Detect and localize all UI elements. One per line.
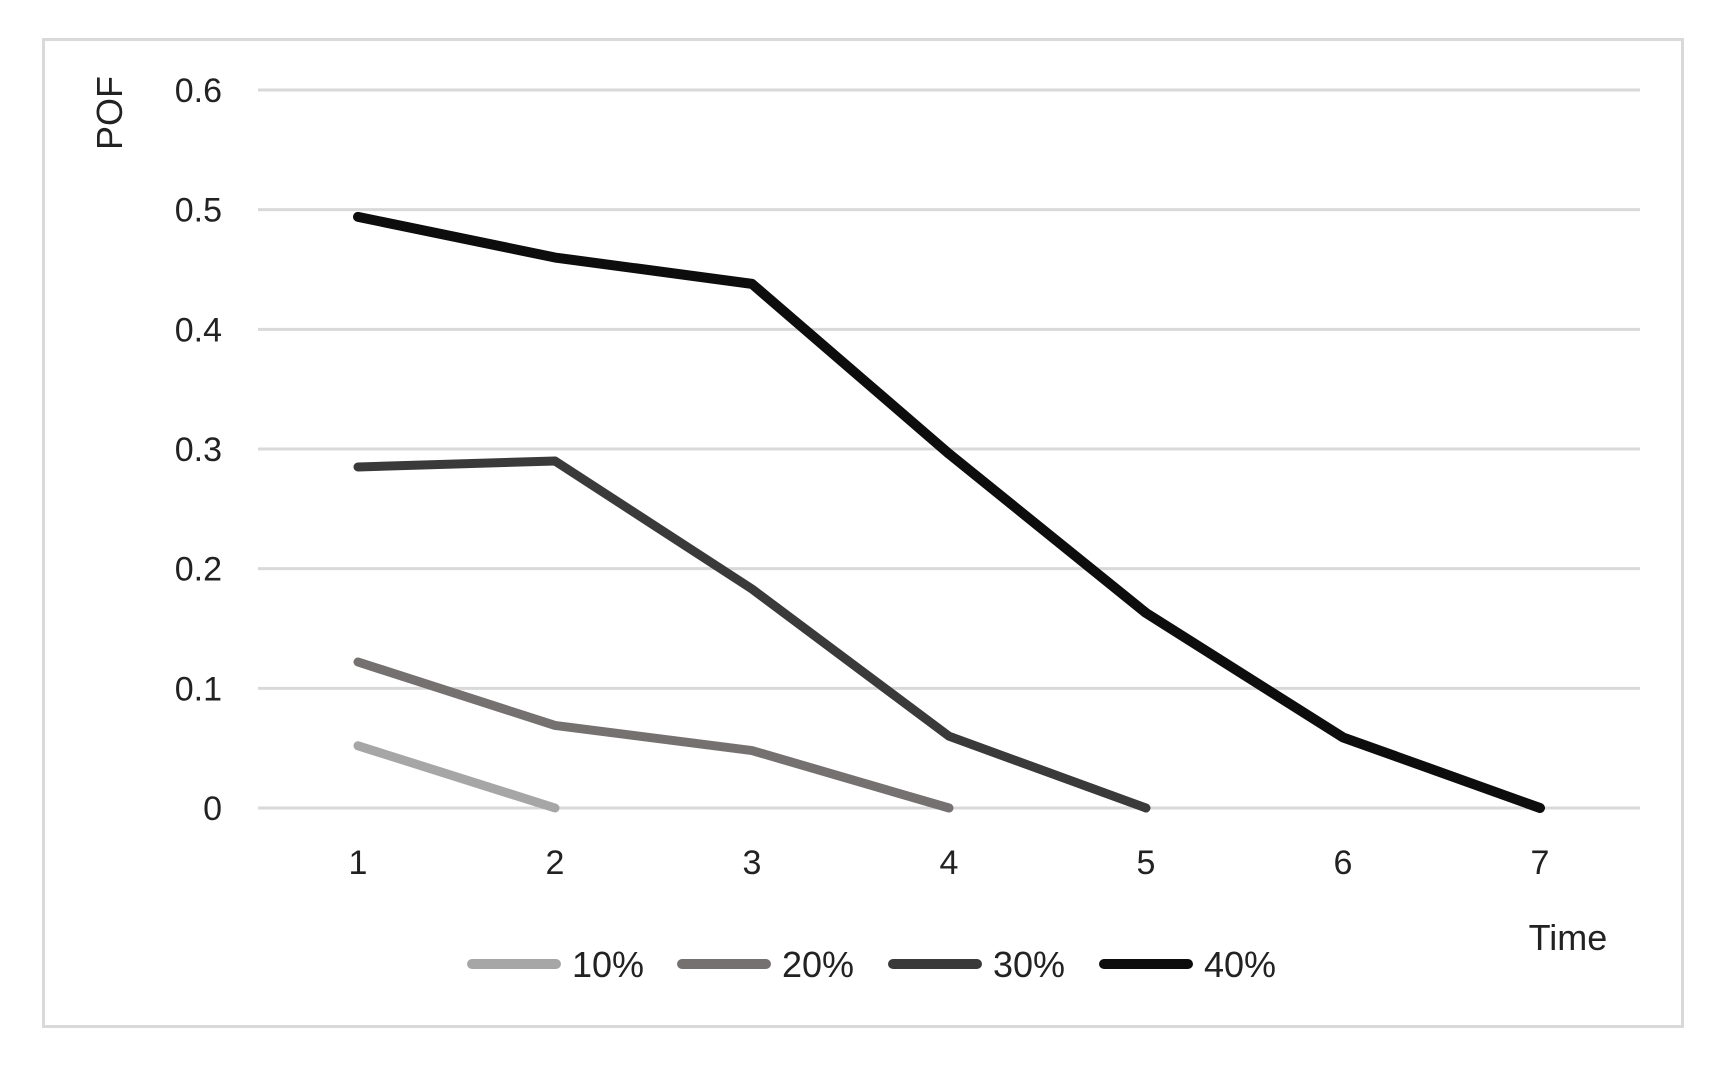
data-point — [948, 735, 950, 737]
x-tick-label: 1 — [349, 844, 368, 882]
y-tick-label: 0.2 — [175, 551, 222, 589]
data-point — [357, 466, 359, 468]
data-point — [751, 283, 753, 285]
x-tick-label: 6 — [1334, 844, 1353, 882]
data-point — [554, 724, 556, 726]
y-tick-label: 0.5 — [175, 192, 222, 230]
y-tick-label: 0.4 — [175, 311, 222, 349]
y-axis-ticks: 0 0.1 0.2 0.3 0.4 0.5 0.6 — [175, 72, 222, 828]
chart-frame — [42, 38, 1684, 1028]
data-point — [948, 807, 950, 809]
legend-label: 30% — [993, 944, 1065, 985]
y-tick-label: 0 — [203, 790, 222, 828]
x-tick-label: 4 — [940, 844, 959, 882]
series-line-1 — [353, 741, 560, 813]
series-lines — [353, 211, 1545, 813]
data-point — [357, 745, 359, 747]
legend: 10% 20% 30% 40% — [467, 944, 1276, 985]
data-point — [1145, 612, 1147, 614]
data-point — [1145, 807, 1147, 809]
data-point — [357, 661, 359, 663]
data-point — [948, 453, 950, 455]
y-tick-label: 0.6 — [175, 72, 222, 110]
series-line-2 — [353, 657, 954, 813]
data-point — [751, 750, 753, 752]
x-tick-label: 3 — [743, 844, 762, 882]
data-point — [554, 807, 556, 809]
data-point — [1539, 807, 1541, 809]
x-tick-label: 7 — [1531, 844, 1550, 882]
x-axis-title: Time — [1529, 917, 1608, 958]
x-axis-ticks: 1 2 3 4 5 6 7 — [349, 844, 1550, 882]
gridlines — [258, 88, 1640, 810]
x-tick-label: 2 — [546, 844, 565, 882]
x-tick-label: 5 — [1137, 844, 1156, 882]
legend-label: 40% — [1204, 944, 1276, 985]
y-tick-label: 0.3 — [175, 431, 222, 469]
legend-label: 20% — [782, 944, 854, 985]
data-point — [554, 257, 556, 259]
legend-label: 10% — [572, 944, 644, 985]
y-axis-title: POF — [89, 76, 130, 150]
y-tick-label: 0.1 — [175, 670, 222, 708]
data-point — [357, 216, 359, 218]
data-point — [554, 460, 556, 462]
data-point — [1342, 736, 1344, 738]
data-point — [751, 588, 753, 590]
